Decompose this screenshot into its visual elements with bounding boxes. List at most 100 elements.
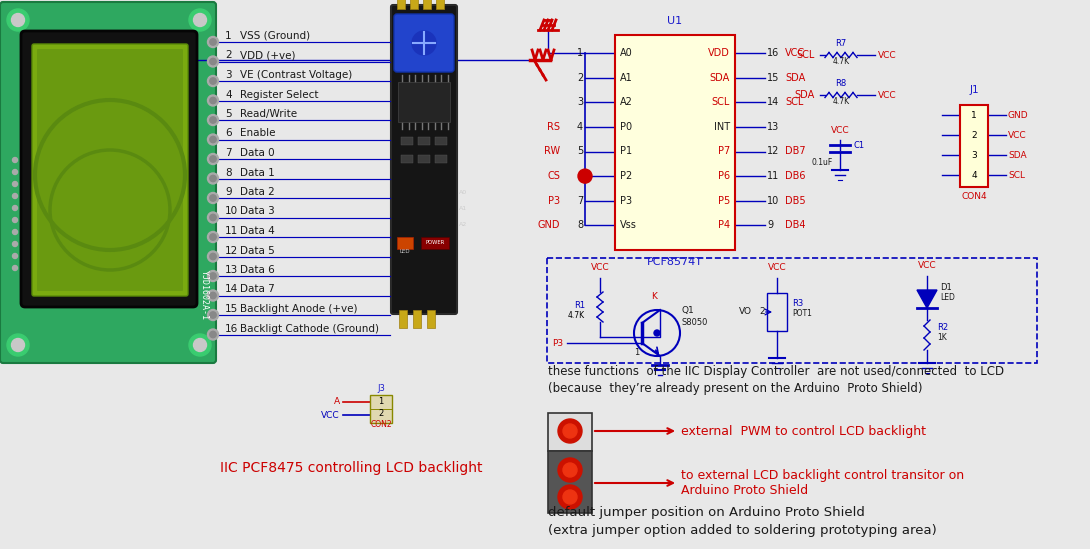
- Text: P7: P7: [717, 147, 730, 156]
- Text: 0.1uF: 0.1uF: [812, 158, 833, 167]
- Circle shape: [207, 173, 218, 184]
- Circle shape: [209, 195, 216, 201]
- Text: to external LCD backlight control transitor on: to external LCD backlight control transi…: [681, 468, 965, 481]
- Circle shape: [564, 424, 577, 438]
- FancyBboxPatch shape: [37, 49, 183, 291]
- FancyBboxPatch shape: [0, 2, 216, 363]
- Text: Register Select: Register Select: [240, 89, 318, 99]
- Circle shape: [189, 9, 211, 31]
- Text: 4: 4: [577, 122, 583, 132]
- Text: RS: RS: [547, 122, 560, 132]
- Text: 3: 3: [577, 97, 583, 107]
- Bar: [423, 0, 431, 9]
- Circle shape: [209, 234, 216, 240]
- Text: CS: CS: [547, 171, 560, 181]
- Text: 1: 1: [225, 31, 232, 41]
- Circle shape: [189, 334, 211, 356]
- Text: R8: R8: [835, 79, 847, 88]
- Text: 8: 8: [225, 167, 232, 177]
- Text: VCC: VCC: [322, 411, 340, 419]
- Circle shape: [207, 212, 218, 223]
- Text: 14: 14: [225, 284, 239, 294]
- Text: these functions  of the IIC Display Controller  are not used/connected  to LCD: these functions of the IIC Display Contr…: [548, 365, 1004, 378]
- Bar: [427, 310, 435, 328]
- Bar: [548, 451, 592, 513]
- Text: VCC: VCC: [879, 51, 897, 59]
- Text: P3: P3: [548, 196, 560, 206]
- Circle shape: [12, 217, 17, 222]
- Text: SDA: SDA: [795, 90, 815, 100]
- Circle shape: [194, 339, 206, 351]
- Text: INT: INT: [714, 122, 730, 132]
- Text: Data 0: Data 0: [240, 148, 275, 158]
- Text: default jumper position on Arduino Proto Shield: default jumper position on Arduino Proto…: [548, 506, 864, 519]
- Text: GND: GND: [1008, 110, 1029, 120]
- Text: P3: P3: [620, 196, 632, 206]
- Text: A0: A0: [459, 189, 468, 194]
- Text: SDA: SDA: [785, 72, 806, 83]
- Text: VDD: VDD: [708, 48, 730, 58]
- Text: DB6: DB6: [785, 171, 806, 181]
- Bar: [435, 155, 447, 163]
- Bar: [401, 155, 413, 163]
- Text: VDD (+ve): VDD (+ve): [240, 51, 295, 60]
- Bar: [417, 155, 429, 163]
- Text: K: K: [651, 292, 657, 301]
- Text: Data 5: Data 5: [240, 245, 275, 255]
- Text: 12: 12: [767, 147, 779, 156]
- Text: Vss: Vss: [620, 220, 637, 231]
- Circle shape: [209, 78, 216, 84]
- Circle shape: [209, 214, 216, 221]
- Circle shape: [209, 97, 216, 104]
- Circle shape: [207, 95, 218, 106]
- Bar: [421, 237, 449, 249]
- Text: YJD1602A-1: YJD1602A-1: [199, 270, 208, 320]
- Circle shape: [12, 205, 17, 210]
- Circle shape: [207, 36, 218, 48]
- Circle shape: [207, 193, 218, 204]
- Text: P0: P0: [620, 122, 632, 132]
- Circle shape: [207, 76, 218, 87]
- Text: Data 7: Data 7: [240, 284, 275, 294]
- Text: 6: 6: [225, 128, 232, 138]
- Text: 6: 6: [577, 171, 583, 181]
- Circle shape: [209, 292, 216, 299]
- Text: VCC: VCC: [918, 261, 936, 270]
- Text: 1: 1: [378, 397, 384, 406]
- Text: 14: 14: [767, 97, 779, 107]
- Text: VCC: VCC: [1008, 131, 1027, 139]
- Text: 16: 16: [767, 48, 779, 58]
- Text: 13: 13: [225, 265, 239, 275]
- Text: J3: J3: [377, 384, 385, 393]
- Text: (because  they’re already present on the Arduino  Proto Shield): (because they’re already present on the …: [548, 382, 922, 395]
- Circle shape: [207, 290, 218, 301]
- Text: VO: VO: [739, 307, 752, 317]
- Circle shape: [12, 242, 17, 247]
- Text: 15: 15: [767, 72, 779, 83]
- Text: 4.7K: 4.7K: [568, 311, 585, 320]
- Text: 3: 3: [971, 150, 977, 160]
- Circle shape: [207, 115, 218, 126]
- Text: R3: R3: [792, 299, 803, 308]
- Text: 1K: 1K: [937, 333, 947, 342]
- Circle shape: [12, 254, 17, 259]
- Text: DB4: DB4: [785, 220, 806, 231]
- Text: 9: 9: [767, 220, 773, 231]
- Text: U1: U1: [667, 16, 682, 26]
- Polygon shape: [917, 290, 937, 308]
- Circle shape: [412, 31, 436, 55]
- Text: Data 3: Data 3: [240, 206, 275, 216]
- Text: P4: P4: [718, 220, 730, 231]
- Circle shape: [12, 182, 17, 187]
- Text: Read/Write: Read/Write: [240, 109, 298, 119]
- Circle shape: [207, 251, 218, 262]
- Text: 5: 5: [577, 147, 583, 156]
- Circle shape: [558, 485, 582, 509]
- Text: IIC PCF8475 controlling LCD backlight: IIC PCF8475 controlling LCD backlight: [220, 461, 483, 475]
- Text: J1: J1: [969, 85, 979, 95]
- Circle shape: [207, 329, 218, 340]
- Text: VCC: VCC: [785, 48, 806, 58]
- Text: 13: 13: [767, 122, 779, 132]
- Bar: [436, 0, 444, 9]
- Bar: [960, 105, 988, 187]
